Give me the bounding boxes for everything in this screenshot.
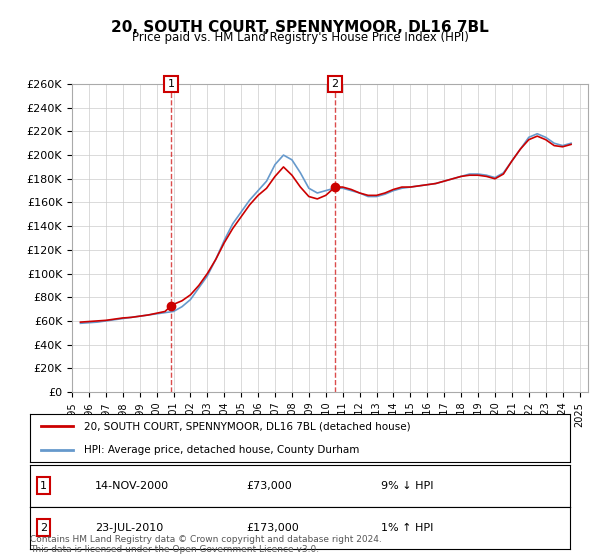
Text: 9% ↓ HPI: 9% ↓ HPI — [381, 481, 433, 491]
Text: 1% ↑ HPI: 1% ↑ HPI — [381, 523, 433, 533]
Text: £73,000: £73,000 — [246, 481, 292, 491]
Text: HPI: Average price, detached house, County Durham: HPI: Average price, detached house, Coun… — [84, 445, 359, 455]
Text: 2: 2 — [332, 79, 338, 89]
Text: £173,000: £173,000 — [246, 523, 299, 533]
Text: 23-JUL-2010: 23-JUL-2010 — [95, 523, 163, 533]
Text: 2: 2 — [40, 523, 47, 533]
Text: 14-NOV-2000: 14-NOV-2000 — [95, 481, 169, 491]
Text: 20, SOUTH COURT, SPENNYMOOR, DL16 7BL (detached house): 20, SOUTH COURT, SPENNYMOOR, DL16 7BL (d… — [84, 421, 410, 431]
Text: Price paid vs. HM Land Registry's House Price Index (HPI): Price paid vs. HM Land Registry's House … — [131, 31, 469, 44]
Text: Contains HM Land Registry data © Crown copyright and database right 2024.
This d: Contains HM Land Registry data © Crown c… — [30, 535, 382, 554]
Text: 20, SOUTH COURT, SPENNYMOOR, DL16 7BL: 20, SOUTH COURT, SPENNYMOOR, DL16 7BL — [111, 20, 489, 35]
Text: 1: 1 — [40, 481, 47, 491]
Text: 1: 1 — [168, 79, 175, 89]
